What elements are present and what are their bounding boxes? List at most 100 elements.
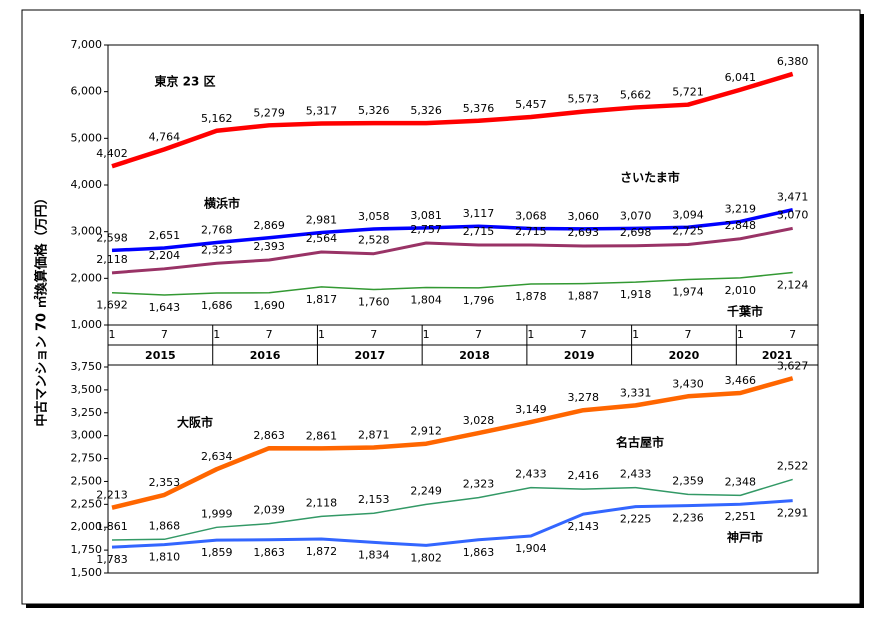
y-tick-label: 1,000 <box>71 318 103 331</box>
year-label: 2020 <box>669 349 700 362</box>
data-label: 2,912 <box>410 425 442 438</box>
x-tick-label: 7 <box>161 328 168 341</box>
x-tick-label: 7 <box>475 328 482 341</box>
data-label: 2,651 <box>149 229 181 242</box>
year-label: 2021 <box>762 349 793 362</box>
data-label: 1,817 <box>306 293 338 306</box>
y-tick-label: 3,000 <box>71 225 103 238</box>
data-label: 5,326 <box>410 104 442 117</box>
y-tick-label: 4,000 <box>71 178 103 191</box>
series-name: 名古屋市 <box>616 435 664 450</box>
data-label: 2,124 <box>777 279 809 292</box>
series-line <box>111 271 793 296</box>
y-tick-label: 2,000 <box>71 520 103 533</box>
series-line <box>111 478 793 541</box>
data-label: 2,433 <box>620 468 652 481</box>
data-label: 3,149 <box>515 403 547 416</box>
data-label: 6,041 <box>725 71 757 84</box>
data-label: 1,863 <box>463 546 495 559</box>
y-tick-label: 3,500 <box>71 383 103 396</box>
data-label: 1,760 <box>358 296 390 309</box>
data-label: 2,348 <box>725 475 757 488</box>
data-label: 3,430 <box>672 377 704 390</box>
data-label: 2,768 <box>201 223 233 236</box>
series-name: 千葉市 <box>727 304 763 319</box>
year-label: 2015 <box>145 349 176 362</box>
data-label: 2,564 <box>306 232 338 245</box>
series-line <box>111 376 794 510</box>
y-axis-label: 中古マンション 70 ㎡換算価格（万円） <box>34 191 50 426</box>
data-label: 1,692 <box>96 299 128 312</box>
data-label: 2,715 <box>515 225 547 238</box>
y-tick-label: 2,000 <box>71 271 103 284</box>
data-label: 1,974 <box>672 286 704 299</box>
data-label: 3,070 <box>620 209 652 222</box>
data-label: 5,326 <box>358 104 390 117</box>
x-tick-label: 7 <box>789 328 796 341</box>
y-tick-label: 6,000 <box>71 85 103 98</box>
series-name: 東京 23 区 <box>154 74 215 89</box>
data-label: 1,796 <box>463 294 495 307</box>
y-tick-label: 3,250 <box>71 406 103 419</box>
data-label: 3,068 <box>515 209 547 222</box>
data-label: 5,573 <box>567 93 599 106</box>
data-label: 2,118 <box>306 496 338 509</box>
data-label: 2,861 <box>306 429 338 442</box>
data-label: 2,039 <box>253 504 285 517</box>
data-label: 1,887 <box>567 290 599 303</box>
year-label: 2017 <box>354 349 385 362</box>
data-label: 3,471 <box>777 191 809 204</box>
y-tick-label: 1,750 <box>71 543 103 556</box>
x-tick-label: 1 <box>527 328 534 341</box>
data-label: 2,393 <box>253 240 285 253</box>
data-label: 2,323 <box>201 243 233 256</box>
data-label: 2,153 <box>358 493 390 506</box>
data-label: 3,028 <box>463 414 495 427</box>
data-label: 2,715 <box>463 225 495 238</box>
data-label: 2,522 <box>777 459 809 472</box>
x-tick-label: 1 <box>213 328 220 341</box>
data-label: 1,810 <box>149 551 181 564</box>
data-label: 1,643 <box>149 301 181 314</box>
data-label: 2,236 <box>672 512 704 525</box>
year-label: 2018 <box>459 349 490 362</box>
plot-border <box>107 44 819 574</box>
data-label: 2,251 <box>725 510 757 523</box>
year-label: 2016 <box>250 349 281 362</box>
data-label: 5,279 <box>253 106 285 119</box>
x-tick-label: 7 <box>266 328 273 341</box>
data-label: 2,225 <box>620 513 652 526</box>
data-label: 2,693 <box>567 226 599 239</box>
data-label: 5,721 <box>672 86 704 99</box>
data-label: 2,353 <box>149 476 181 489</box>
data-label: 1,878 <box>515 290 547 303</box>
data-label: 3,058 <box>358 210 390 223</box>
data-label: 6,380 <box>777 55 809 68</box>
data-label: 1,804 <box>410 293 442 306</box>
data-label: 3,219 <box>725 202 757 215</box>
data-label: 5,376 <box>463 102 495 115</box>
data-label: 1,834 <box>358 548 390 561</box>
y-tick-label: 2,250 <box>71 497 103 510</box>
data-label: 5,457 <box>515 98 547 111</box>
series-name: 大阪市 <box>177 415 213 430</box>
data-label: 2,433 <box>515 468 547 481</box>
data-label: 2,323 <box>463 478 495 491</box>
data-label: 2,416 <box>567 469 599 482</box>
data-label: 2,291 <box>777 507 809 520</box>
x-tick-label: 7 <box>684 328 691 341</box>
data-label: 2,863 <box>253 429 285 442</box>
x-tick-label: 1 <box>632 328 639 341</box>
y-tick-label: 3,000 <box>71 429 103 442</box>
y-tick-label: 7,000 <box>71 38 103 51</box>
y-tick-label: 3,750 <box>71 360 103 373</box>
year-label: 2019 <box>564 349 595 362</box>
series-line <box>111 226 793 275</box>
data-label: 3,278 <box>567 391 599 404</box>
x-tick-label: 7 <box>370 328 377 341</box>
data-label: 2,010 <box>725 284 757 297</box>
data-label: 2,848 <box>725 219 757 232</box>
x-tick-label: 1 <box>423 328 430 341</box>
data-label: 3,094 <box>672 208 704 221</box>
data-label: 2,598 <box>96 231 128 244</box>
